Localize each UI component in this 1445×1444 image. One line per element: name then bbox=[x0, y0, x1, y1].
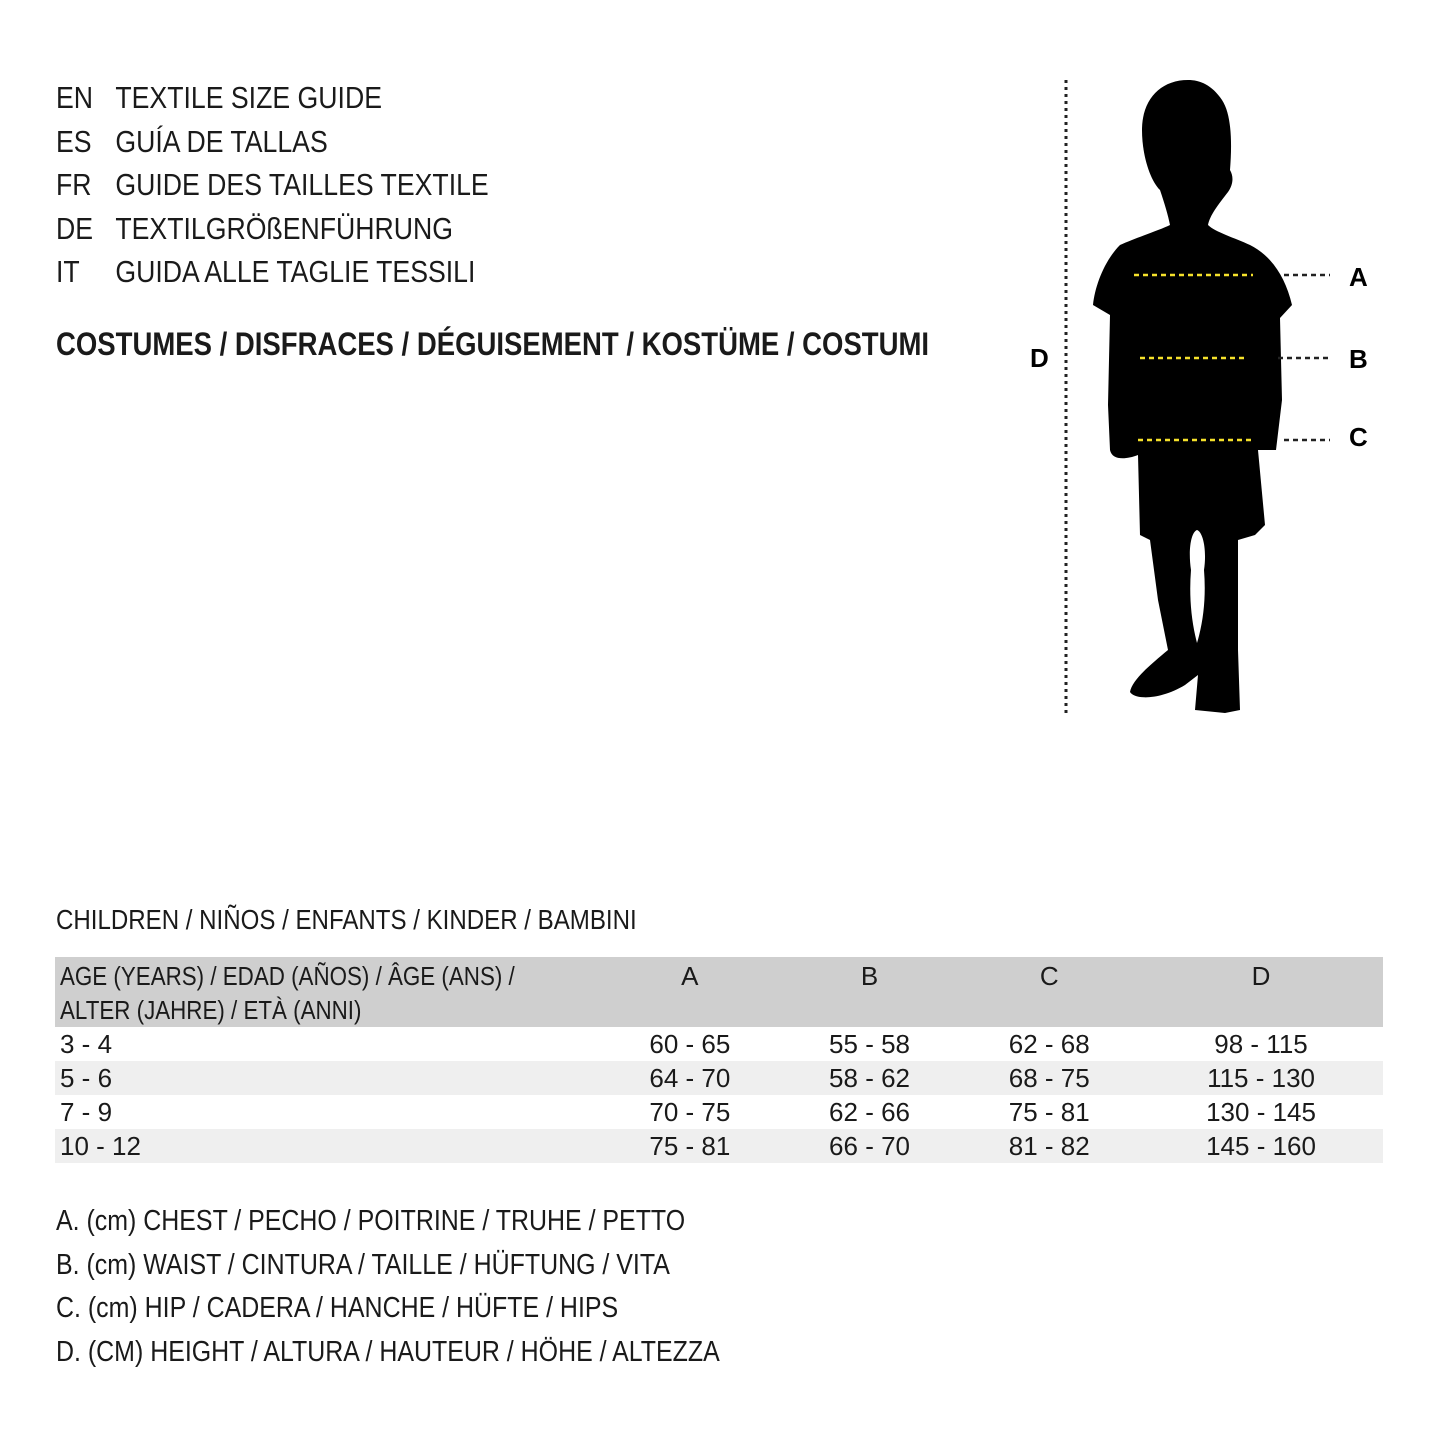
cell-b: 66 - 70 bbox=[779, 1129, 960, 1163]
silhouette-shape bbox=[1093, 80, 1292, 713]
title-fr: FR GUIDE DES TAILLES TEXTILE bbox=[56, 163, 559, 207]
header-a: A bbox=[600, 957, 780, 1027]
cell-a: 70 - 75 bbox=[649, 1097, 731, 1127]
header-age: AGE (YEARS) / EDAD (AÑOS) / ÂGE (ANS) / A… bbox=[55, 957, 600, 1027]
table-row: 10 - 12 75 - 81 66 - 70 81 - 82 145 - 160 bbox=[55, 1129, 1383, 1163]
cell-b: 58 - 62 bbox=[779, 1061, 960, 1095]
cell-d: 130 - 145 bbox=[1206, 1097, 1316, 1127]
label-a: A bbox=[1349, 262, 1368, 292]
category-text: COSTUMES / DISFRACES / DÉGUISEMENT / KOS… bbox=[56, 326, 930, 362]
header-b: B bbox=[779, 957, 960, 1027]
title-es: ES GUÍA DE TALLAS bbox=[56, 120, 559, 164]
cell-a: 75 - 81 bbox=[600, 1129, 780, 1163]
table-header: AGE (YEARS) / EDAD (AÑOS) / ÂGE (ANS) / A… bbox=[55, 957, 1383, 1027]
cell-age: 10 - 12 bbox=[55, 1129, 600, 1163]
cell-a: 60 - 65 bbox=[649, 1029, 731, 1059]
category-heading: COSTUMES / DISFRACES / DÉGUISEMENT / KOS… bbox=[56, 326, 1071, 363]
legend-text: C. (cm) HIP / CADERA / HANCHE / HÜFTE / … bbox=[56, 1292, 619, 1324]
label-d: D bbox=[1030, 343, 1049, 373]
cell-c: 62 - 68 bbox=[1008, 1029, 1090, 1059]
cell-c: 75 - 81 bbox=[1008, 1097, 1090, 1127]
legend-item: C. (cm) HIP / CADERA / HANCHE / HÜFTE / … bbox=[56, 1287, 828, 1331]
table-row: 3 - 4 60 - 65 55 - 58 62 - 68 98 - 115 bbox=[55, 1027, 1383, 1061]
title-text: TEXTILE SIZE GUIDE bbox=[115, 80, 382, 115]
legend-item: D. (CM) HEIGHT / ALTURA / HAUTEUR / HÖHE… bbox=[56, 1331, 828, 1375]
lang-code: EN bbox=[56, 80, 94, 115]
legend-item: B. (cm) WAIST / CINTURA / TAILLE / HÜFTU… bbox=[56, 1244, 828, 1288]
cell-b: 62 - 66 bbox=[829, 1097, 910, 1127]
cell-c: 81 - 82 bbox=[959, 1129, 1140, 1163]
cell-a: 64 - 70 bbox=[600, 1061, 780, 1095]
lang-code: FR bbox=[56, 167, 92, 202]
title-text: GUIDA ALLE TAGLIE TESSILI bbox=[115, 254, 476, 289]
title-it: IT GUIDA ALLE TAGLIE TESSILI bbox=[56, 250, 559, 294]
title-list: EN TEXTILE SIZE GUIDE ES GUÍA DE TALLAS FR… bbox=[56, 76, 559, 294]
legend-text: D. (CM) HEIGHT / ALTURA / HAUTEUR / HÖHE… bbox=[56, 1335, 720, 1368]
cell-d: 145 - 160 bbox=[1139, 1129, 1383, 1163]
cell-b: 55 - 58 bbox=[829, 1029, 910, 1059]
label-b: B bbox=[1349, 344, 1368, 374]
label-c: C bbox=[1349, 422, 1368, 452]
table-row: 7 - 9 70 - 75 62 - 66 75 - 81 130 - 145 bbox=[55, 1095, 1383, 1129]
title-text: TEXTILGRÖßENFÜHRUNG bbox=[115, 210, 454, 246]
header-age-line1: AGE (YEARS) / EDAD (AÑOS) / ÂGE (ANS) / bbox=[60, 961, 515, 991]
header-d: D bbox=[1139, 957, 1383, 1027]
header-age-line2: ALTER (JAHRE) / ETÀ (ANNI) bbox=[60, 995, 362, 1025]
lang-code: ES bbox=[56, 123, 92, 159]
legend-text: A. (cm) CHEST / PECHO / POITRINE / TRUHE… bbox=[56, 1205, 686, 1237]
lang-code: DE bbox=[56, 210, 94, 246]
cell-d: 115 - 130 bbox=[1139, 1061, 1383, 1095]
title-text: GUÍA DE TALLAS bbox=[115, 123, 328, 159]
group-heading: CHILDREN / NIÑOS / ENFANTS / KINDER / BA… bbox=[56, 904, 731, 936]
table-row: 5 - 6 64 - 70 58 - 62 68 - 75 115 - 130 bbox=[55, 1061, 1383, 1095]
size-table: AGE (YEARS) / EDAD (AÑOS) / ÂGE (ANS) / A… bbox=[55, 957, 1383, 1163]
title-text: GUIDE DES TAILLES TEXTILE bbox=[115, 167, 489, 202]
cell-d: 98 - 115 bbox=[1214, 1029, 1308, 1059]
cell-age: 5 - 6 bbox=[55, 1061, 600, 1095]
child-silhouette-icon: D A B C bbox=[1030, 80, 1368, 715]
title-en: EN TEXTILE SIZE GUIDE bbox=[56, 76, 559, 120]
group-text: CHILDREN / NIÑOS / ENFANTS / KINDER / BA… bbox=[56, 904, 637, 935]
cell-age: 7 - 9 bbox=[60, 1097, 113, 1127]
header-c: C bbox=[959, 957, 1140, 1027]
cell-c: 68 - 75 bbox=[959, 1061, 1140, 1095]
cell-age: 3 - 4 bbox=[60, 1029, 113, 1059]
legend-text: B. (cm) WAIST / CINTURA / TAILLE / HÜFTU… bbox=[56, 1248, 670, 1281]
legend-item: A. (cm) CHEST / PECHO / POITRINE / TRUHE… bbox=[56, 1200, 828, 1244]
lang-code: IT bbox=[56, 254, 80, 289]
measurement-legend: A. (cm) CHEST / PECHO / POITRINE / TRUHE… bbox=[56, 1200, 828, 1374]
title-de: DE TEXTILGRÖßENFÜHRUNG bbox=[56, 207, 559, 251]
